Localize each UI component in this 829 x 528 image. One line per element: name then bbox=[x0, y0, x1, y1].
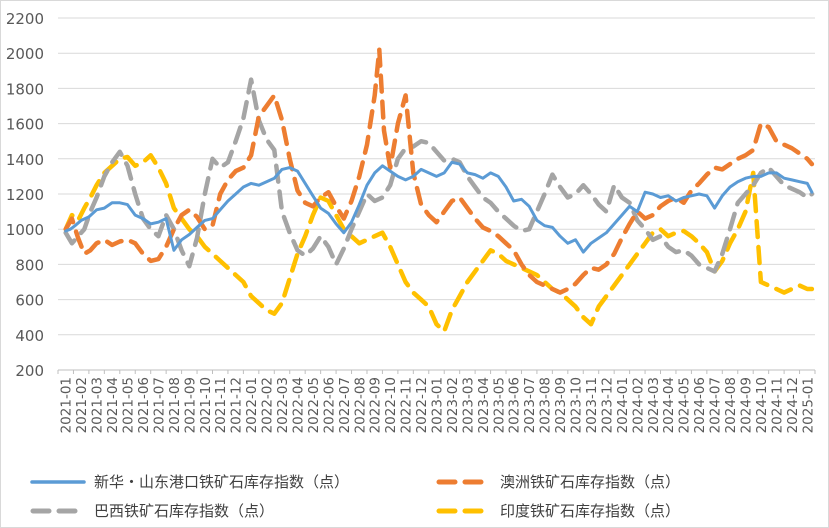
legend-swatch-series-2 bbox=[30, 508, 86, 513]
x-tick-label: 2022-03 bbox=[275, 377, 291, 433]
x-tick-label: 2021-06 bbox=[136, 377, 152, 433]
x-tick-label: 2022-04 bbox=[290, 377, 306, 433]
x-tick-label: 2022-06 bbox=[321, 377, 337, 433]
series-line-3 bbox=[63, 153, 815, 334]
y-tick-label: 1000 bbox=[6, 221, 44, 239]
legend-label-series-0: 新华・山东港口铁矿石库存指数（点） bbox=[94, 473, 350, 491]
legend-swatch-series-0 bbox=[30, 479, 86, 484]
y-tick-label: 1800 bbox=[6, 80, 44, 98]
x-tick-label: 2024-10 bbox=[754, 377, 770, 433]
x-tick-label: 2024-06 bbox=[692, 377, 708, 433]
x-tick-label: 2025-01 bbox=[800, 377, 816, 433]
y-tick-label: 400 bbox=[15, 327, 44, 345]
y-tick-label: 1400 bbox=[6, 151, 44, 169]
x-tick-label: 2023-11 bbox=[584, 377, 600, 433]
x-tick-label: 2024-05 bbox=[677, 377, 693, 433]
x-tick-label: 2022-02 bbox=[260, 377, 276, 433]
legend-item-series-1: 澳洲铁矿石库存指数（点） bbox=[436, 471, 680, 492]
legend-swatch-series-1 bbox=[436, 479, 492, 484]
x-tick-label: 2023-10 bbox=[569, 377, 585, 433]
legend: 新华・山东港口铁矿石库存指数（点） 澳洲铁矿石库存指数（点） 巴西铁矿石库存指数… bbox=[0, 458, 829, 528]
x-tick-label: 2024-08 bbox=[723, 377, 739, 433]
y-tick-label: 2000 bbox=[6, 45, 44, 63]
legend-item-series-0: 新华・山东港口铁矿石库存指数（点） bbox=[30, 471, 349, 492]
x-tick-label: 2023-02 bbox=[445, 377, 461, 433]
y-tick-label: 1200 bbox=[6, 186, 44, 204]
x-tick-label: 2024-03 bbox=[646, 377, 662, 433]
series-line-2 bbox=[63, 77, 815, 274]
series-line-0 bbox=[64, 160, 814, 254]
x-axis: 2021-01 2021-02 2021-03 2021-04 2021-05 2021-… bbox=[57, 370, 816, 433]
x-tick-label: 2023-07 bbox=[522, 377, 538, 433]
series-lines bbox=[63, 47, 815, 334]
y-tick-label: 600 bbox=[15, 292, 44, 310]
x-tick-label: 2022-11 bbox=[399, 377, 415, 433]
line-chart: 200 400 600 800 1000 1200 1400 1600 1800 2000 2200… bbox=[6, 10, 816, 433]
y-tick-label: 800 bbox=[15, 256, 44, 274]
x-tick-label: 2023-12 bbox=[599, 377, 615, 433]
x-tick-label: 2023-09 bbox=[553, 377, 569, 433]
x-tick-label: 2021-08 bbox=[167, 377, 183, 433]
x-tick-label: 2024-01 bbox=[615, 377, 631, 433]
x-tick-label: 2022-12 bbox=[414, 377, 430, 433]
x-tick-label: 2023-06 bbox=[507, 377, 523, 433]
y-tick-label: 1600 bbox=[6, 116, 44, 134]
series-line-1 bbox=[63, 47, 815, 295]
x-tick-label: 2021-07 bbox=[151, 377, 167, 433]
x-tick-label: 2021-04 bbox=[105, 377, 121, 433]
y-tick-label: 200 bbox=[15, 362, 44, 380]
x-tick-label: 2021-03 bbox=[90, 377, 106, 433]
x-tick-label: 2024-11 bbox=[769, 377, 785, 433]
x-tick-label: 2023-08 bbox=[538, 377, 554, 433]
x-tick-label: 2021-05 bbox=[121, 377, 137, 433]
x-tick-label: 2021-10 bbox=[198, 377, 214, 433]
x-tick-label: 2022-01 bbox=[244, 377, 260, 433]
legend-label-series-3: 印度铁矿石库存指数（点） bbox=[500, 502, 681, 520]
x-tick-label: 2023-03 bbox=[460, 377, 476, 433]
x-tick-label: 2022-09 bbox=[368, 377, 384, 433]
x-tick-label: 2023-04 bbox=[476, 377, 492, 433]
legend-swatch-series-3 bbox=[436, 508, 492, 513]
x-tick-label: 2024-12 bbox=[785, 377, 801, 433]
x-tick-label: 2022-08 bbox=[352, 377, 368, 433]
y-axis: 200 400 600 800 1000 1200 1400 1600 1800 2000 2200 bbox=[6, 10, 44, 380]
x-tick-label: 2024-07 bbox=[708, 377, 724, 433]
legend-label-series-2: 巴西铁矿石库存指数（点） bbox=[94, 502, 275, 520]
x-tick-label: 2024-02 bbox=[630, 377, 646, 433]
legend-item-series-3: 印度铁矿石库存指数（点） bbox=[436, 500, 680, 521]
x-tick-label: 2024-04 bbox=[661, 377, 677, 433]
x-tick-label: 2021-11 bbox=[213, 377, 229, 433]
x-tick-label: 2021-09 bbox=[182, 377, 198, 433]
x-tick-label: 2023-01 bbox=[430, 377, 446, 433]
x-tick-label: 2023-05 bbox=[491, 377, 507, 433]
x-tick-label: 2024-09 bbox=[738, 377, 754, 433]
legend-label-series-1: 澳洲铁矿石库存指数（点） bbox=[500, 473, 681, 491]
x-tick-label: 2021-02 bbox=[74, 377, 90, 433]
x-tick-label: 2022-07 bbox=[337, 377, 353, 433]
x-tick-label: 2022-05 bbox=[306, 377, 322, 433]
x-tick-label: 2021-01 bbox=[59, 377, 75, 433]
x-tick-label: 2022-10 bbox=[383, 377, 399, 433]
legend-item-series-2: 巴西铁矿石库存指数（点） bbox=[30, 500, 274, 521]
x-tick-label: 2021-12 bbox=[229, 377, 245, 433]
y-tick-label: 2200 bbox=[6, 10, 44, 28]
